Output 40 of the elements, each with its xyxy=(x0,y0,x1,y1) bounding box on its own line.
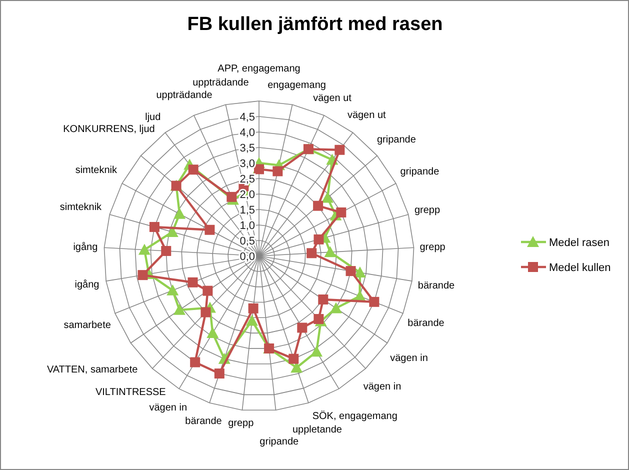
spoke-label: vägen in xyxy=(363,382,402,393)
spoke-label: KONKURRENS, ljud xyxy=(63,124,155,136)
y-tick-label: 3,5 xyxy=(240,142,255,154)
spoke-label: grepp xyxy=(228,418,254,429)
spoke-label: bärande xyxy=(408,318,445,330)
spoke-label: vägen ut xyxy=(347,110,386,121)
y-tick-label: 0,0 xyxy=(240,251,255,263)
y-tick-label: 1,5 xyxy=(240,204,255,216)
spoke-label: gripande xyxy=(260,436,300,448)
spoke-label: grepp xyxy=(414,204,440,216)
spoke-label: grepp xyxy=(420,242,446,254)
spoke-label: gripande xyxy=(376,134,416,146)
spoke-label: bärande xyxy=(185,416,222,428)
spoke-label: uppletande xyxy=(292,424,342,436)
spoke-label: uppträdande xyxy=(192,77,250,88)
spoke-label: simteknik xyxy=(60,202,103,213)
spoke-label: engagemang xyxy=(268,80,326,91)
y-tick-label: 4,0 xyxy=(240,127,255,139)
spoke-label: VATTEN, samarbete xyxy=(46,364,138,376)
spoke-label: igång xyxy=(73,241,98,254)
spoke-label: vägen in xyxy=(390,353,428,364)
spoke-label: ljud xyxy=(145,112,161,123)
spoke-label: igång xyxy=(74,278,100,291)
spoke-label: vägen ut xyxy=(313,93,352,104)
spoke-label: vägen in xyxy=(149,402,188,414)
y-tick-label: 1,0 xyxy=(240,220,255,232)
legend-label: Medel rasen xyxy=(549,237,610,249)
legend-label: Medel kullen xyxy=(549,262,611,274)
spoke-label: bärande xyxy=(418,280,456,292)
spoke-label: samarbete xyxy=(64,320,112,331)
y-tick-label: 3,0 xyxy=(240,158,255,170)
spoke-label: SÖK, engagemang xyxy=(312,410,398,422)
y-tick-label: 4,5 xyxy=(240,112,255,124)
y-tick-label: 0,5 xyxy=(240,236,255,248)
spoke-label: gripande xyxy=(400,166,440,178)
spoke-label: uppträdande xyxy=(156,90,213,102)
spoke-label: simteknik xyxy=(75,165,118,176)
chart-title: FB kullen jämfört med rasen xyxy=(187,14,443,35)
spoke-label: VILTINTRESSE xyxy=(95,387,166,398)
spoke-label: APP, engagemang xyxy=(218,64,300,74)
